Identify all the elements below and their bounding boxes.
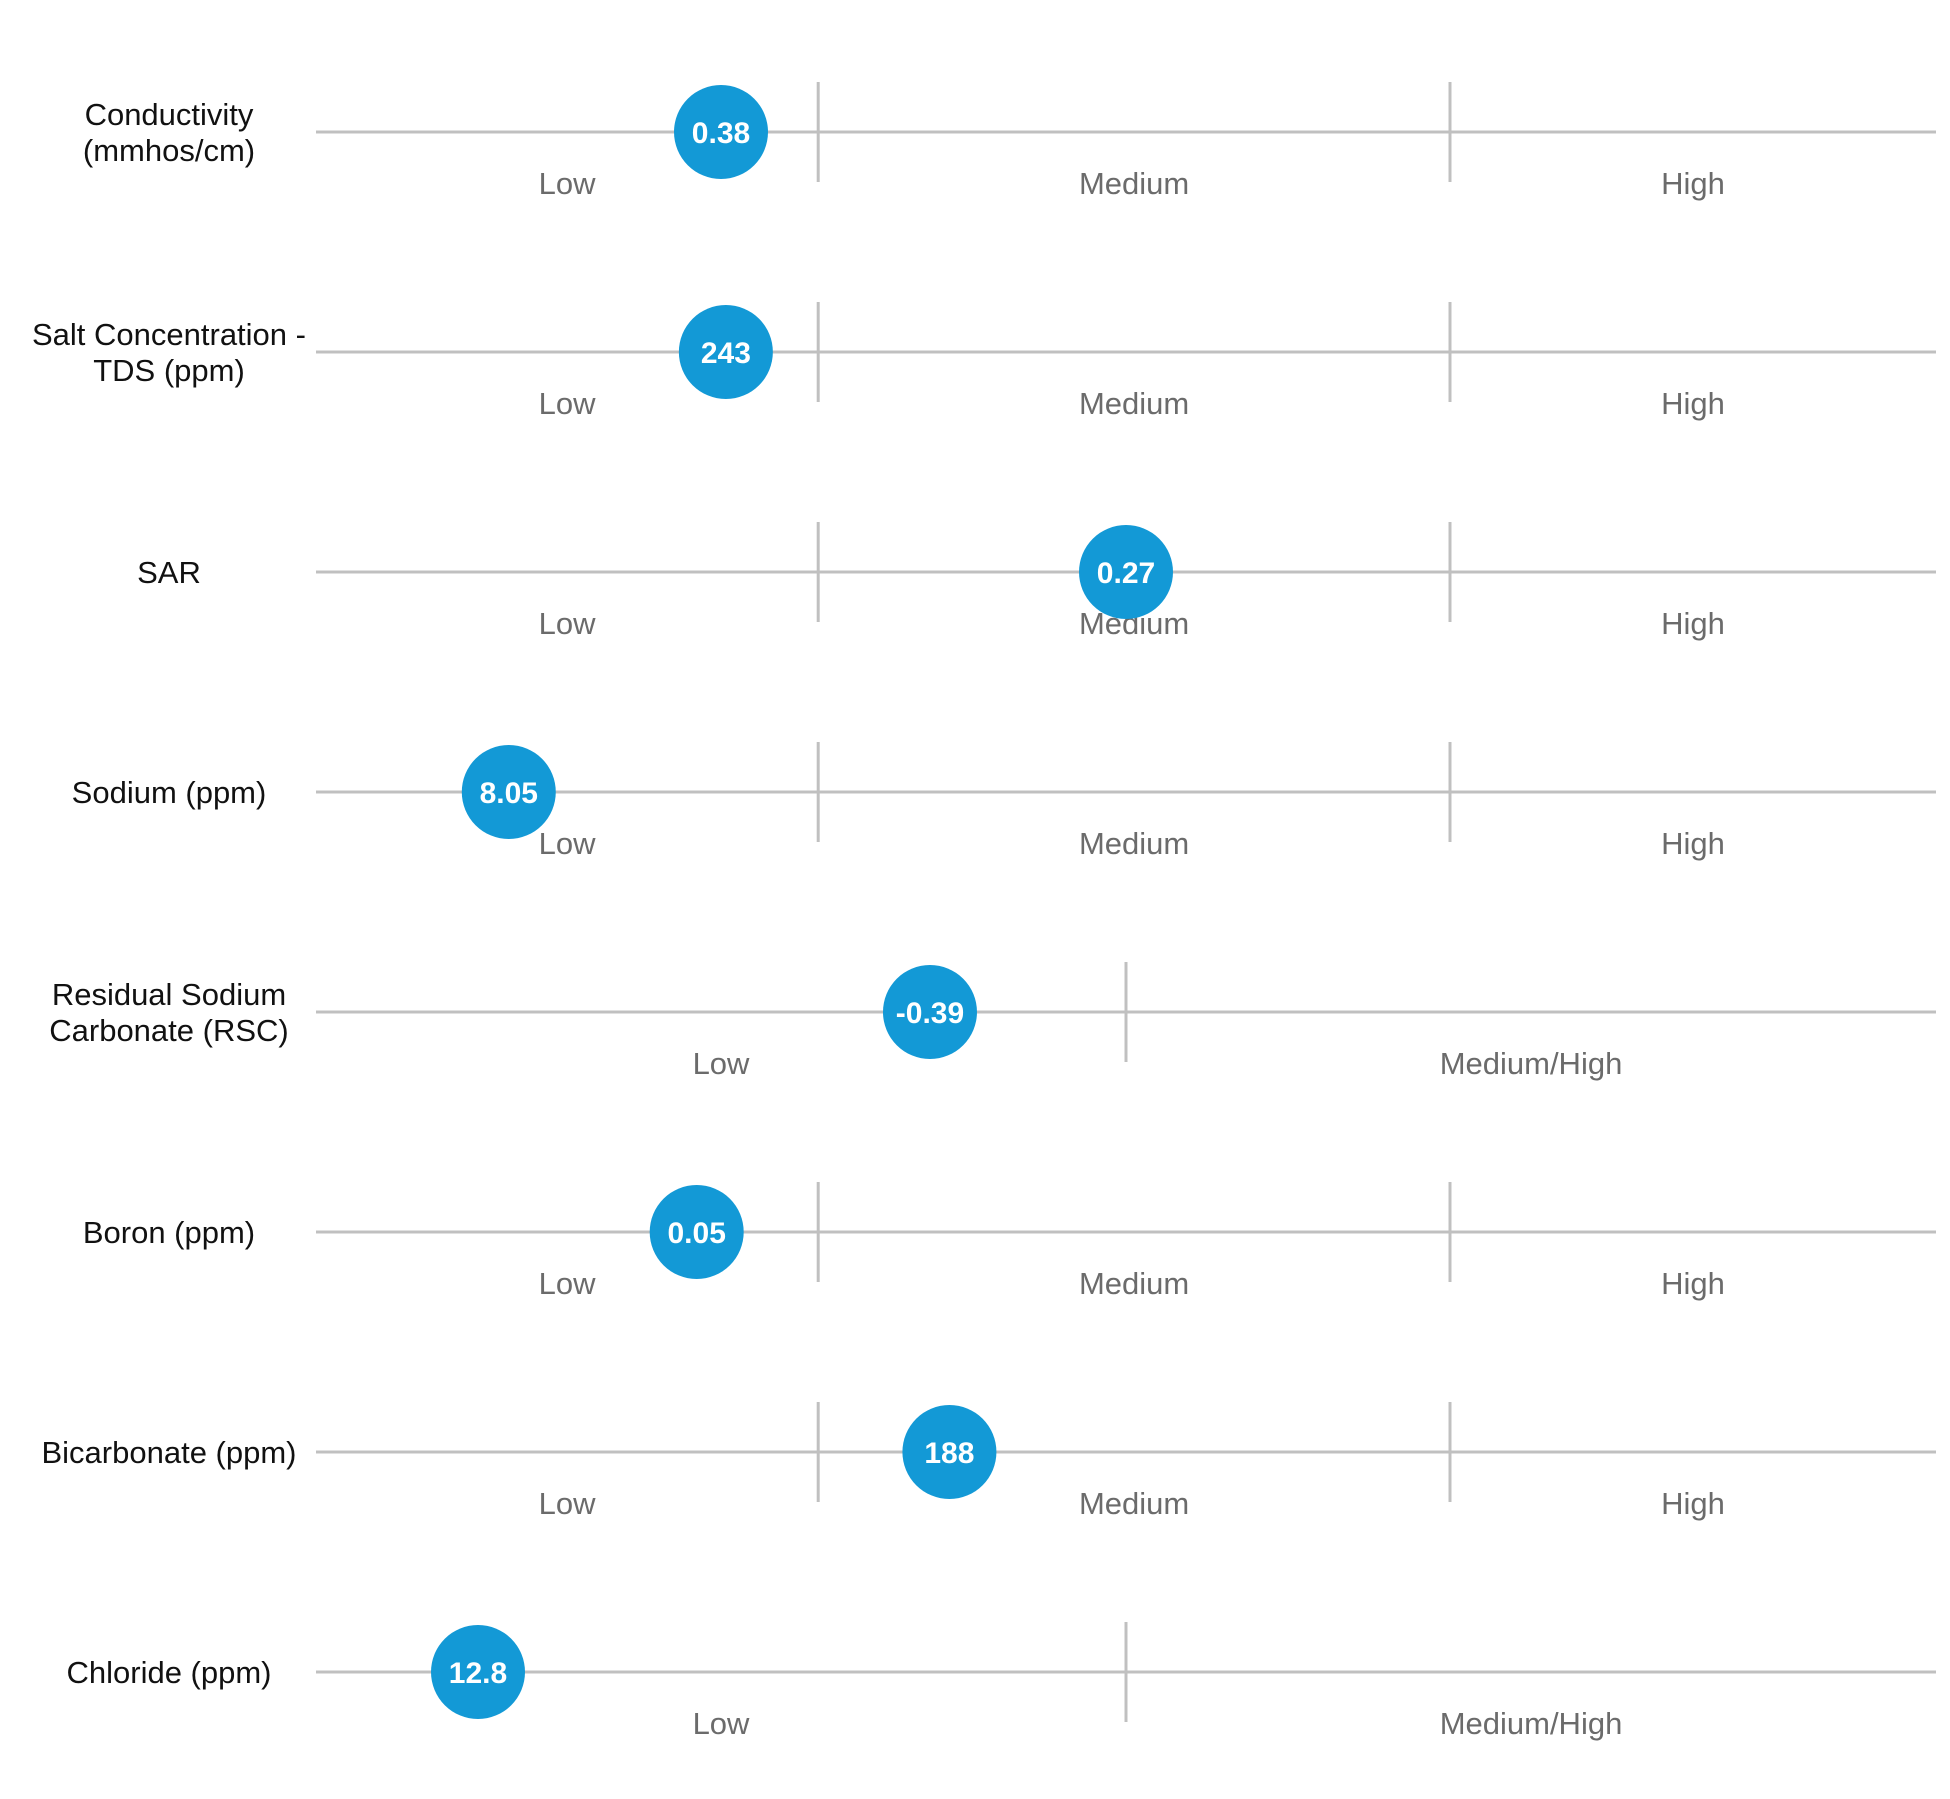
value-label: -0.39 <box>896 997 964 1030</box>
band-label-medium: Medium <box>1079 166 1189 201</box>
row-label-line: Conductivity <box>85 97 254 132</box>
value-marker <box>649 1185 744 1279</box>
band-label-medium: Medium <box>1079 1266 1189 1301</box>
value-marker <box>1079 525 1173 619</box>
band-label-high: High <box>1661 1486 1725 1521</box>
row-label: Chloride (ppm) <box>66 1655 271 1690</box>
row-label: SAR <box>137 555 201 590</box>
row-label-line: (mmhos/cm) <box>83 133 255 168</box>
value-marker <box>461 745 556 839</box>
row-label-line: Bicarbonate (ppm) <box>41 1435 296 1470</box>
band-label-low: Low <box>539 386 596 421</box>
chart-row: Boron (ppm) Low Medium High 0.05 <box>83 1182 1936 1301</box>
chart-row: Residual Sodium Carbonate (RSC) Low Medium/… <box>49 962 1936 1081</box>
chart-row: Salt Concentration -TDS (ppm) Low Medium Hi… <box>32 302 1936 421</box>
chart-row: Bicarbonate (ppm) Low Medium High 188 <box>41 1402 1936 1521</box>
value-label: 8.05 <box>480 777 538 810</box>
value-label: 0.05 <box>668 1217 726 1250</box>
band-label-low: Low <box>539 166 596 201</box>
value-label: 0.27 <box>1097 557 1155 590</box>
band-label-medium: Medium <box>1079 826 1189 861</box>
band-label-high: High <box>1661 166 1725 201</box>
chart-row: Sodium (ppm) Low Medium High 8.05 <box>72 742 1936 861</box>
band-label-low: Low <box>693 1706 750 1741</box>
row-label: Sodium (ppm) <box>72 775 267 810</box>
value-marker <box>431 1625 525 1719</box>
row-label-line: Salt Concentration - <box>32 317 306 352</box>
band-label-high: High <box>1661 1266 1725 1301</box>
band-label-low: Low <box>539 826 596 861</box>
band-label-medium: Medium <box>1079 1486 1189 1521</box>
value-marker <box>678 305 773 399</box>
value-marker <box>882 965 977 1059</box>
value-label: 12.8 <box>449 1657 507 1690</box>
band-label-medium-high: Medium/High <box>1440 1706 1623 1741</box>
band-label-low: Low <box>539 1486 596 1521</box>
row-label: Residual Sodium Carbonate (RSC) <box>49 977 288 1048</box>
band-label-high: High <box>1661 606 1725 641</box>
row-label: Bicarbonate (ppm) <box>41 1435 296 1470</box>
row-label: Boron (ppm) <box>83 1215 255 1250</box>
value-label: 188 <box>924 1437 974 1470</box>
band-label-medium-high: Medium/High <box>1440 1046 1623 1081</box>
row-label-line: SAR <box>137 555 201 590</box>
band-label-high: High <box>1661 386 1725 421</box>
value-label: 0.38 <box>692 117 750 150</box>
chart-row: Chloride (ppm) Low Medium/High 12.8 <box>66 1622 1936 1741</box>
band-label-high: High <box>1661 826 1725 861</box>
row-label-line: TDS (ppm) <box>93 353 245 388</box>
row-label-line: Sodium (ppm) <box>72 775 267 810</box>
band-label-medium: Medium <box>1079 386 1189 421</box>
row-label: Salt Concentration -TDS (ppm) <box>32 317 306 388</box>
row-label-line: Chloride (ppm) <box>66 1655 271 1690</box>
band-label-low: Low <box>539 1266 596 1301</box>
value-marker <box>902 1405 997 1499</box>
row-label-line: Carbonate (RSC) <box>49 1013 288 1048</box>
value-marker <box>674 85 768 179</box>
value-label: 243 <box>701 337 751 370</box>
band-label-low: Low <box>539 606 596 641</box>
row-label-line: Boron (ppm) <box>83 1215 255 1250</box>
band-label-low: Low <box>693 1046 750 1081</box>
chart-row: Conductivity (mmhos/cm) Low Medium High 0.38 <box>83 82 1936 201</box>
row-label-line: Residual Sodium <box>52 977 286 1012</box>
row-label: Conductivity (mmhos/cm) <box>83 97 255 168</box>
